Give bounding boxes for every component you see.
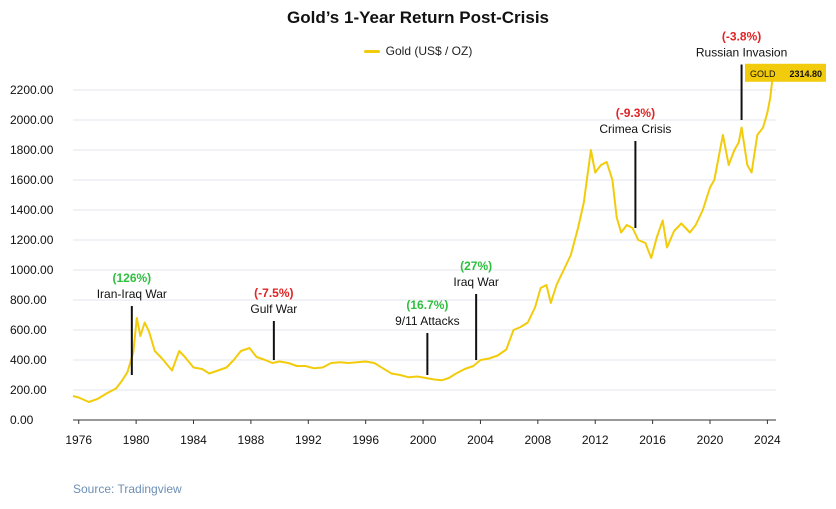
annotation-return: (-9.3%) <box>616 106 655 120</box>
annotation-label: 9/11 Attacks <box>395 314 459 328</box>
x-tick-label: 2016 <box>639 433 666 447</box>
y-tick-label: 600.00 <box>10 323 47 337</box>
price-tag-symbol: GOLD <box>750 69 776 79</box>
x-tick-label: 1988 <box>238 433 265 447</box>
y-tick-label: 0.00 <box>10 413 34 427</box>
annotation-label: Iran-Iraq War <box>97 287 167 301</box>
x-tick-label: 1992 <box>295 433 322 447</box>
source-note: Source: Tradingview <box>73 482 182 496</box>
price-tag-value: 2314.80 <box>789 69 822 79</box>
x-tick-label: 2024 <box>754 433 781 447</box>
x-tick-label: 2020 <box>697 433 724 447</box>
price-tag-box <box>745 63 826 82</box>
x-tick-label: 1980 <box>123 433 150 447</box>
legend-swatch <box>363 50 380 54</box>
y-tick-label: 2200.00 <box>10 83 54 97</box>
annotation-return: (126%) <box>112 271 151 285</box>
chart-title: Gold’s 1-Year Return Post-Crisis <box>287 8 549 27</box>
x-tick-label: 2012 <box>582 433 609 447</box>
annotation-label: Russian Invasion <box>696 46 787 60</box>
x-tick-label: 2008 <box>524 433 551 447</box>
y-tick-label: 800.00 <box>10 293 47 307</box>
y-tick-label: 1000.00 <box>10 263 54 277</box>
y-tick-label: 1800.00 <box>10 143 54 157</box>
y-tick-label: 400.00 <box>10 353 47 367</box>
annotation-return: (-7.5%) <box>254 286 293 300</box>
x-tick-label: 1976 <box>65 433 92 447</box>
y-tick-label: 200.00 <box>10 383 47 397</box>
x-tick-label: 2000 <box>410 433 437 447</box>
annotation-label: Gulf War <box>250 302 297 316</box>
annotation-return: (27%) <box>460 259 492 273</box>
y-tick-label: 1200.00 <box>10 233 54 247</box>
y-tick-label: 2000.00 <box>10 113 54 127</box>
annotation-return: (16.7%) <box>406 298 448 312</box>
x-tick-label: 1984 <box>180 433 207 447</box>
x-tick-label: 1996 <box>352 433 379 447</box>
annotation-label: Crimea Crisis <box>599 122 671 136</box>
series-line-gold <box>72 72 775 403</box>
y-tick-label: 1400.00 <box>10 203 54 217</box>
y-tick-label: 1600.00 <box>10 173 54 187</box>
legend: Gold (US$ / OZ) <box>0 44 836 58</box>
annotation-label: Iraq War <box>453 275 499 289</box>
annotation-return: (-3.8%) <box>722 30 761 44</box>
legend-label: Gold (US$ / OZ) <box>385 44 473 58</box>
x-tick-label: 2004 <box>467 433 494 447</box>
